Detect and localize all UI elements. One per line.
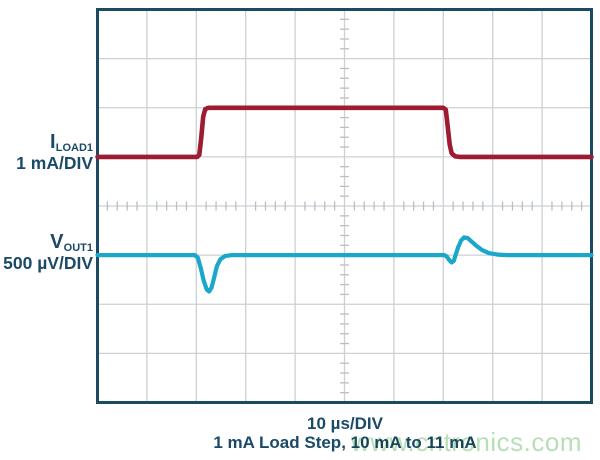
timebase-caption: 10 µs/DIV (307, 414, 383, 433)
iload1-symbol: ILOAD1 (49, 131, 93, 154)
watermark: www.cntronics.com (351, 427, 582, 457)
channel-label-iload1: ILOAD1 1 mA/DIV (0, 132, 93, 173)
description-caption: 1 mA Load Step, 10 mA to 11 mA (213, 433, 477, 452)
iload1-scale: 1 mA/DIV (16, 153, 93, 174)
tick-marks (106, 18, 583, 394)
graticule-border (96, 8, 593, 404)
channel-label-vout1: VOUT1 500 µV/DIV (0, 232, 93, 273)
vout1-symbol: VOUT1 (50, 231, 93, 254)
vout1-scale: 500 µV/DIV (3, 253, 93, 274)
trace-vout1 (95, 235, 594, 294)
trace-iload1 (95, 105, 594, 160)
